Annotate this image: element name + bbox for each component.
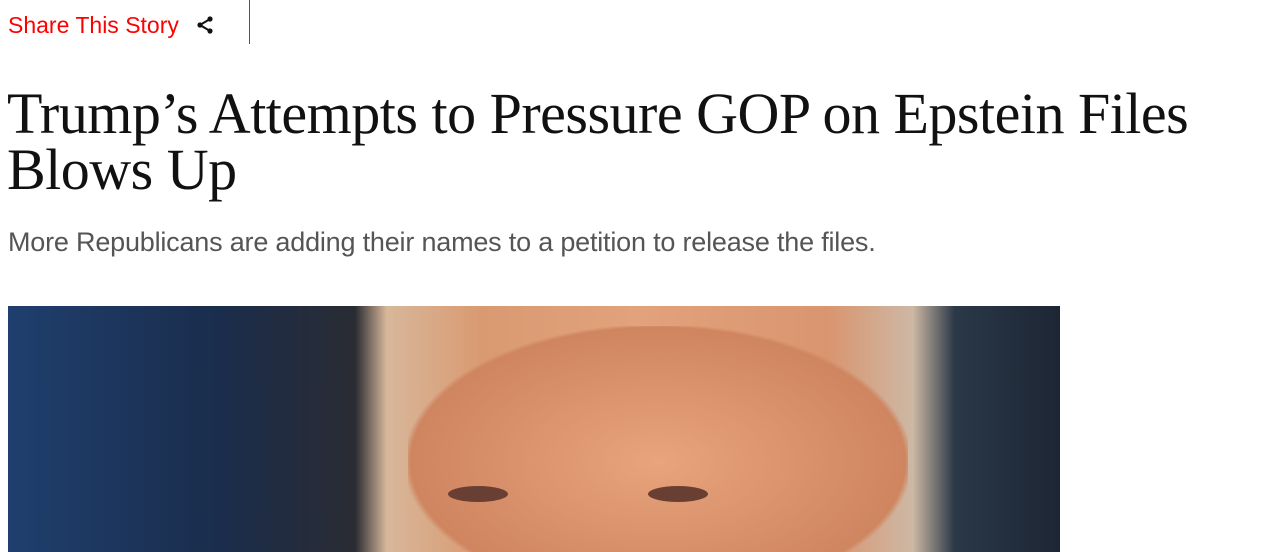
share-story-button[interactable]: Share This Story (8, 6, 215, 44)
portrait-eye-right (648, 486, 708, 502)
article-headline: Trump’s Attempts to Pressure GOP on Epst… (7, 81, 1189, 202)
share-story-label: Share This Story (8, 11, 179, 38)
hero-image (8, 306, 1060, 552)
share-icon[interactable] (195, 15, 215, 35)
portrait-face (408, 326, 908, 552)
divider (249, 0, 250, 44)
portrait-eye-left (448, 486, 508, 502)
article-dek: More Republicans are adding their names … (8, 227, 876, 257)
